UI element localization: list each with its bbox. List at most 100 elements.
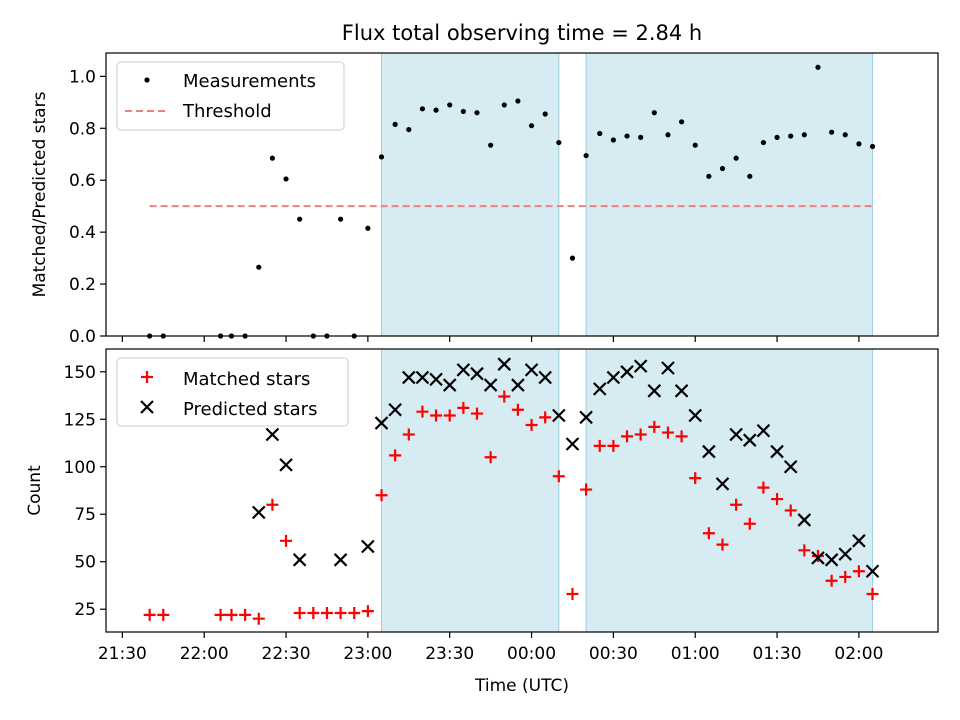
matched-star-point: [280, 534, 293, 547]
measurement-point: [542, 111, 548, 117]
shaded-interval: [381, 348, 560, 633]
matched-star-point: [702, 527, 715, 540]
predicted-star-point: [511, 378, 525, 392]
measurement-point: [515, 98, 521, 104]
predicted-stars-points: [251, 357, 880, 578]
matched-star-point: [539, 411, 552, 424]
x-tick-label: 22:30: [262, 644, 311, 664]
top-legend: Measurements Threshold: [116, 61, 345, 131]
predicted-star-point: [333, 553, 348, 567]
y-tick-label: 0.2: [69, 275, 96, 295]
predicted-star-point: [442, 378, 457, 392]
measurement-point: [869, 143, 876, 150]
x-tick-label: 02:00: [834, 644, 883, 664]
predicted-star-point: [565, 437, 580, 451]
measurement-point: [665, 132, 671, 138]
measurement-point: [488, 142, 494, 148]
shaded-interval: [585, 348, 874, 633]
predicted-star-point: [865, 564, 880, 578]
shaded-interval: [381, 52, 560, 337]
predicted-star-point: [552, 408, 566, 423]
predicted-star-point: [797, 513, 812, 527]
predicted-star-point: [456, 363, 471, 377]
y-tick-label: 25: [74, 600, 96, 620]
matched-star-point: [511, 403, 524, 416]
top-x-ticks: [121, 336, 860, 342]
predicted-star-point: [361, 539, 375, 554]
matched-star-point: [225, 608, 238, 621]
predicted-star-point: [265, 427, 280, 442]
measurement-point: [733, 155, 739, 161]
measurement-point: [624, 133, 630, 139]
top-panel: 0.0 0.2 0.4 0.6 0.8 1.0 Matched/Predicted sta…: [30, 52, 939, 347]
y-tick-label: 150: [64, 363, 96, 383]
matched-stars-points: [143, 390, 879, 625]
measurement-point: [297, 216, 303, 222]
measurement-point: [365, 225, 371, 231]
matched-star-point: [634, 428, 647, 441]
predicted-star-point: [647, 384, 662, 398]
measurement-point: [283, 176, 289, 182]
predicted-star-point: [606, 370, 621, 385]
chart-title: Flux total observing time = 2.84 h: [342, 21, 702, 45]
measurement-point: [501, 102, 507, 108]
matched-star-point: [293, 607, 306, 620]
x-tick-label: 00:30: [589, 644, 638, 664]
legend-measurements-label: Measurements: [183, 71, 316, 92]
matched-star-point: [266, 498, 279, 511]
matched-star-point: [689, 472, 702, 485]
measurement-point: [556, 139, 562, 146]
matched-star-point: [839, 570, 852, 583]
measurement-points: [147, 64, 876, 339]
measurement-point: [829, 129, 835, 135]
matched-star-point: [771, 493, 784, 506]
matched-star-point: [375, 489, 388, 502]
matched-star-point: [825, 574, 838, 587]
y-tick-label: 0.8: [69, 119, 96, 139]
predicted-star-point: [279, 458, 293, 472]
matched-star-point: [416, 405, 429, 418]
predicted-star-point: [374, 416, 389, 430]
predicted-star-point: [388, 403, 402, 417]
matched-star-point: [525, 418, 538, 431]
matched-star-point: [675, 430, 688, 443]
matched-star-point: [798, 544, 811, 557]
matched-star-point: [784, 504, 797, 517]
matched-star-point: [866, 588, 879, 601]
top-y-ticks: 0.0 0.2 0.4 0.6 0.8 1.0: [69, 67, 106, 347]
matched-star-point: [621, 430, 634, 443]
y-tick-label: 1.0: [69, 67, 96, 87]
predicted-star-point: [715, 477, 730, 491]
bottom-legend-box: [116, 357, 349, 427]
measurement-point: [706, 173, 712, 179]
x-tick-label: 23:30: [425, 644, 474, 664]
predicted-star-point: [688, 408, 702, 423]
y-tick-label: 100: [64, 458, 96, 478]
predicted-star-point: [470, 366, 484, 381]
predicted-star-point: [674, 384, 689, 398]
measurement-point: [419, 106, 426, 112]
matched-star-point: [743, 517, 756, 530]
matched-star-point: [252, 612, 265, 625]
matched-star-point: [214, 608, 227, 621]
matched-star-point: [457, 401, 470, 414]
y-tick-label: 50: [74, 553, 96, 573]
predicted-star-point: [429, 372, 443, 387]
predicted-star-point: [620, 365, 634, 379]
matched-star-point: [566, 588, 579, 601]
y-tick-label: 0.4: [69, 223, 96, 243]
predicted-star-point: [524, 363, 539, 377]
measurement-point: [392, 121, 398, 127]
predicted-star-point: [497, 357, 512, 371]
matched-star-point: [607, 439, 620, 452]
matched-star-point: [593, 439, 606, 452]
predicted-star-point: [838, 547, 853, 561]
matched-star-point: [334, 607, 347, 620]
measurement-point: [597, 130, 603, 137]
predicted-star-point: [770, 444, 784, 459]
matched-star-point: [648, 420, 661, 433]
top-legend-box: [116, 61, 345, 131]
matched-star-point: [852, 565, 865, 578]
matched-star-point: [348, 607, 361, 620]
